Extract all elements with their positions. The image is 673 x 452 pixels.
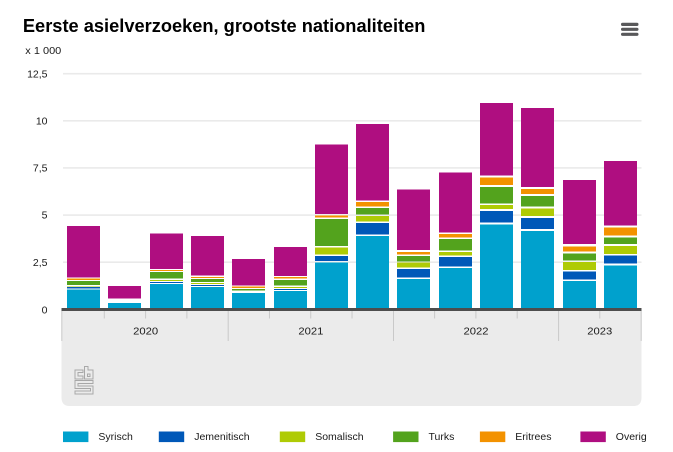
svg-text:10: 10 [36, 115, 48, 127]
svg-text:Syrisch: Syrisch [98, 431, 133, 443]
svg-text:2022: 2022 [464, 325, 489, 337]
svg-text:2023: 2023 [587, 325, 612, 337]
svg-text:5: 5 [42, 210, 48, 222]
svg-text:7,5: 7,5 [33, 163, 48, 175]
svg-text:2,5: 2,5 [33, 257, 48, 269]
svg-text:Eritrees: Eritrees [515, 431, 551, 443]
svg-text:12,5: 12,5 [27, 68, 48, 80]
svg-text:Jemenitisch: Jemenitisch [194, 431, 250, 443]
svg-text:Eerste asielverzoeken, grootst: Eerste asielverzoeken, grootste national… [23, 16, 425, 36]
svg-text:x 1 000: x 1 000 [25, 45, 61, 57]
svg-text:Overig: Overig [616, 431, 647, 443]
svg-text:2020: 2020 [133, 325, 158, 337]
svg-text:2021: 2021 [298, 325, 323, 337]
svg-text:Somalisch: Somalisch [315, 431, 364, 443]
svg-text:0: 0 [42, 305, 48, 317]
svg-text:Turks: Turks [429, 431, 455, 443]
